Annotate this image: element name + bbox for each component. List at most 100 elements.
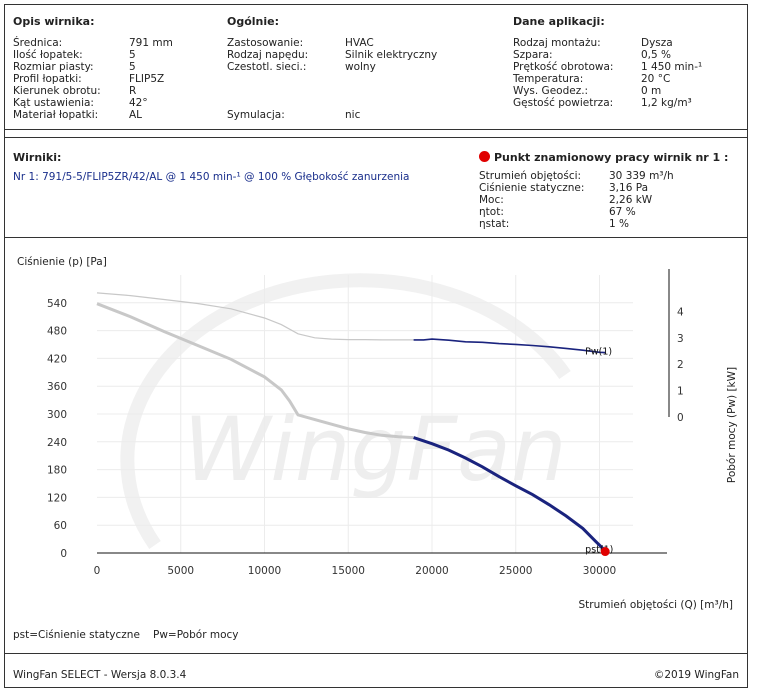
- x-tick-label: 5000: [167, 565, 194, 577]
- Pw-active-line: [413, 338, 606, 354]
- opis-values: 791 mm 5 5 FLIP5Z R 42° AL: [129, 37, 173, 121]
- punkt-value: 3,16 Pa: [609, 182, 649, 194]
- x-tick-label: 20000: [415, 565, 448, 577]
- symulacja-label: Symulacja:: [227, 109, 285, 121]
- dane-title: Dane aplikacji:: [513, 15, 605, 28]
- y-tick-label: 540: [47, 298, 67, 310]
- opis-value: 42°: [129, 97, 148, 109]
- dane-labels: Rodzaj montażu: Szpara: Prętkość obrotow…: [513, 37, 613, 109]
- ogolnie-value: wolny: [345, 61, 376, 73]
- punkt-value: 67 %: [609, 206, 636, 218]
- pst-series-label: pst(1): [585, 545, 613, 556]
- dane-value: 0 m: [641, 85, 662, 97]
- y-tick-label: 180: [47, 465, 67, 477]
- x-tick-label: 0: [94, 565, 101, 577]
- opis-title: Opis wirnika:: [13, 15, 95, 28]
- punkt-label: Ciśnienie statyczne:: [479, 182, 585, 194]
- x-axis-label: Strumień objętości (Q) [m³/h]: [579, 599, 733, 611]
- opis-value: 791 mm: [129, 37, 173, 49]
- y2-axis-label: Pobór mocy (Pw) [kW]: [726, 367, 738, 483]
- y-tick-label: 0: [60, 548, 67, 560]
- y2-tick-label: 3: [677, 333, 684, 345]
- divider: [5, 653, 747, 654]
- ogolnie-label: Zastosowanie:: [227, 37, 304, 49]
- opis-value: R: [129, 85, 137, 97]
- opis-value: FLIP5Z: [129, 73, 165, 85]
- opis-label: Ilość łopatek:: [13, 49, 83, 61]
- opis-label: Rozmiar piasty:: [13, 61, 94, 73]
- opis-labels: Średnica: Ilość łopatek: Rozmiar piasty:…: [13, 37, 101, 121]
- divider: [5, 137, 747, 138]
- punkt-value: 1 %: [609, 218, 629, 230]
- pst-inactive-line: [96, 302, 414, 440]
- wirnik-line: Nr 1: 791/5-5/FLIP5ZR/42/AL @ 1 450 min-…: [13, 171, 410, 183]
- opis-label: Materiał łopatki:: [13, 109, 99, 121]
- dane-label: Wys. Geodez.:: [513, 85, 589, 97]
- ogolnie-title: Ogólnie:: [227, 15, 280, 28]
- dane-value: 0,5 %: [641, 49, 672, 61]
- dane-value: 20 °C: [641, 73, 671, 85]
- legend-pw: Pw=Pobór mocy: [153, 629, 239, 641]
- opis-label: Kierunek obrotu:: [13, 85, 101, 97]
- dane-values: Dysza 0,5 % 1 450 min-¹ 20 °C 0 m 1,2 kg…: [641, 37, 702, 109]
- punkt-label: Strumień objętości:: [479, 170, 582, 182]
- dane-value: 1 450 min-¹: [641, 61, 703, 73]
- ogolnie-value: Silnik elektryczny: [345, 49, 438, 61]
- y2-tick-label: 0: [677, 412, 684, 424]
- x-tick-label: 15000: [332, 565, 365, 577]
- pst-active-line: [413, 436, 607, 552]
- dane-label: Prętkość obrotowa:: [513, 61, 614, 73]
- punkt-label: Moc:: [479, 194, 504, 206]
- series-group: pst(1) Pw(1): [96, 292, 613, 557]
- punkt-labels: Strumień objętości: Ciśnienie statyczne:…: [479, 170, 584, 230]
- y-tick-label: 240: [47, 437, 67, 449]
- y-axis-label: Ciśnienie (p) [Pa]: [17, 256, 107, 268]
- Pw-inactive-line: [96, 292, 414, 341]
- x-tick-label: 10000: [248, 565, 281, 577]
- opis-value: AL: [129, 109, 143, 121]
- y-tick-label: 120: [47, 492, 67, 504]
- opis-value: 5: [129, 61, 136, 73]
- y-tick-label: 420: [47, 353, 67, 365]
- x-tick-label: 25000: [499, 565, 532, 577]
- divider: [5, 129, 747, 130]
- wirniki-title: Wirniki:: [13, 151, 62, 164]
- y-tick-label: 60: [54, 520, 67, 532]
- y2-tick-label: 4: [677, 306, 684, 318]
- Pw-series-label: Pw(1): [585, 347, 612, 358]
- y2-tick-label: 1: [677, 386, 684, 398]
- ogolnie-label: Czestotl. sieci.:: [227, 61, 307, 73]
- punkt-label: ηstat:: [479, 218, 510, 230]
- x-tick-label: 30000: [583, 565, 616, 577]
- punkt-title-text: Punkt znamionowy pracy wirnik nr 1 :: [494, 151, 729, 164]
- opis-label: Kąt ustawienia:: [13, 97, 94, 109]
- datasheet: Opis wirnika: Średnica: Ilość łopatek: R…: [4, 4, 748, 688]
- dane-label: Gęstość powietrza:: [513, 97, 614, 109]
- symulacja-value: nic: [345, 109, 361, 121]
- y-tick-label: 480: [47, 326, 67, 338]
- dane-label: Rodzaj montażu:: [513, 37, 601, 49]
- watermark: WingFan: [183, 398, 566, 501]
- punkt-label: ηtot:: [479, 206, 504, 218]
- punkt-value: 2,26 kW: [609, 194, 653, 206]
- punkt-value: 30 339 m³/h: [609, 170, 674, 182]
- dane-label: Temperatura:: [513, 73, 584, 85]
- ogolnie-label: Rodzaj napędu:: [227, 49, 309, 61]
- y-tick-label: 360: [47, 381, 67, 393]
- operating-point-marker: [600, 547, 610, 557]
- ogolnie-labels: Zastosowanie: Rodzaj napędu: Czestotl. s…: [227, 37, 308, 73]
- legend-pst: pst=Ciśnienie statyczne: [13, 629, 140, 641]
- divider: [5, 237, 747, 238]
- dane-value: 1,2 kg/m³: [641, 97, 692, 109]
- ogolnie-value: HVAC: [345, 37, 374, 49]
- footer-version: WingFan SELECT - Wersja 8.0.3.4: [13, 669, 187, 681]
- operating-point-marker-icon: [479, 151, 490, 162]
- watermark-swoosh: [120, 273, 571, 549]
- y-tick-label: 300: [47, 409, 67, 421]
- y2-tick-label: 2: [677, 359, 684, 371]
- punkt-values: 30 339 m³/h 3,16 Pa 2,26 kW 67 % 1 %: [609, 170, 674, 230]
- opis-label: Średnica:: [13, 37, 63, 49]
- punkt-title: Punkt znamionowy pracy wirnik nr 1 :: [479, 151, 728, 164]
